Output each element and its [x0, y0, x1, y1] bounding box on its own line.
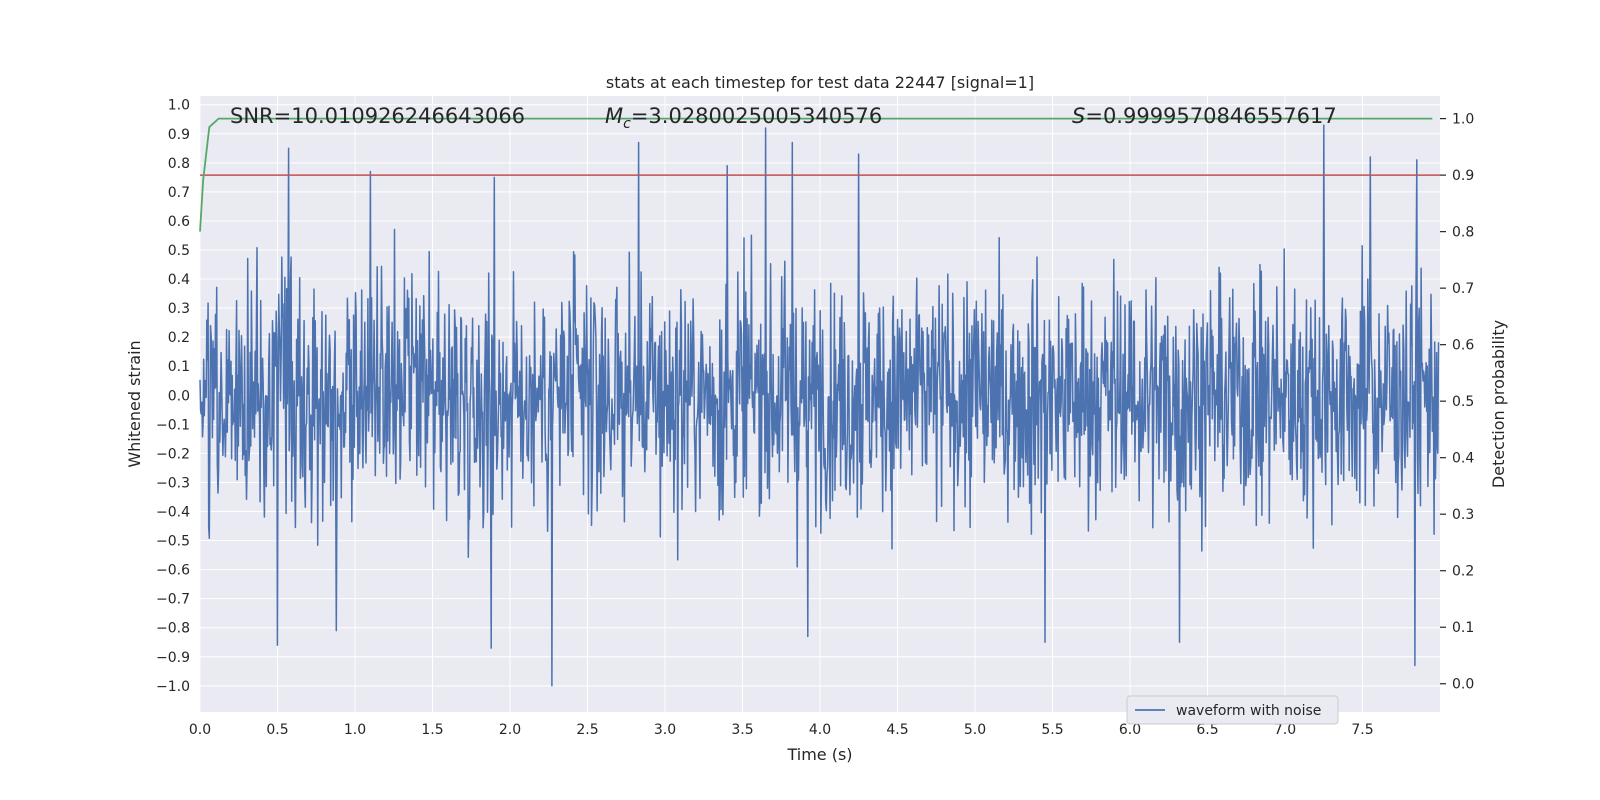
x-tick-label: 5.5	[1041, 722, 1063, 738]
left-tick-label: 0.8	[168, 156, 190, 172]
right-tick-label: 0.6	[1452, 338, 1474, 354]
left-axis-label: Whitened strain	[125, 340, 144, 467]
left-tick-label: 0.5	[168, 243, 190, 259]
x-tick-label: 7.0	[1274, 722, 1296, 738]
chirp-mass-subscript: c	[623, 116, 631, 132]
left-tick-label: −0.9	[156, 650, 190, 666]
left-axis-ticks: −1.0 −0.9 −0.8 −0.7 −0.6 −0.5 −0.4 −0.3 −0.2 −0.1…	[156, 98, 190, 695]
left-tick-label: 0.0	[168, 388, 190, 404]
left-tick-label: −0.4	[156, 505, 190, 521]
right-tick-label: 0.1	[1452, 620, 1474, 636]
snr-annotation: SNR=10.010926246643066	[230, 104, 525, 128]
x-tick-label: 2.5	[576, 722, 598, 738]
score-annotation: S=0.9999570846557617	[1072, 104, 1337, 128]
x-tick-label: 6.5	[1196, 722, 1218, 738]
x-tick-label: 2.0	[499, 722, 521, 738]
x-tick-label: 4.0	[809, 722, 831, 738]
x-axis-ticks: 0.0 0.5 1.0 1.5 2.0 2.5 3.0 3.5 4.0 4.5 5.0 5.5 6.0 6…	[189, 722, 1374, 738]
legend-box	[1126, 695, 1339, 725]
x-tick-label: 5.0	[964, 722, 986, 738]
left-tick-label: 1.0	[168, 98, 190, 114]
left-tick-label: −0.2	[156, 446, 190, 462]
x-tick-label: 6.0	[1119, 722, 1141, 738]
right-tick-label: 0.0	[1452, 677, 1474, 693]
score-symbol: S	[1072, 104, 1085, 128]
left-tick-label: −0.5	[156, 534, 190, 550]
left-tick-label: −0.7	[156, 592, 190, 608]
left-tick-label: −0.6	[156, 563, 190, 579]
chart-title: stats at each timestep for test data 224…	[606, 73, 1034, 92]
legend-entry-label: waveform with noise	[1176, 703, 1321, 719]
left-tick-label: 0.2	[168, 330, 190, 346]
x-tick-label: 1.5	[421, 722, 443, 738]
right-tick-label: 0.7	[1452, 281, 1474, 297]
detection-probability-line	[199, 117, 1433, 232]
x-tick-label: 4.5	[886, 722, 908, 738]
left-tick-label: 0.6	[168, 214, 190, 230]
right-tick-label: 1.0	[1452, 112, 1474, 128]
right-tick-label: 0.8	[1452, 225, 1474, 241]
chirp-mass-annotation: Mc=3.0280025005340576	[605, 104, 882, 132]
chirp-mass-symbol: M	[605, 104, 623, 128]
legend: waveform with noise	[1126, 695, 1339, 725]
right-tick-label: 0.3	[1452, 507, 1474, 523]
left-tick-label: 0.4	[168, 272, 190, 288]
x-tick-label: 0.5	[266, 722, 288, 738]
right-tick-label: 0.4	[1452, 451, 1474, 467]
x-tick-label: 1.0	[344, 722, 366, 738]
left-tick-label: −0.8	[156, 621, 190, 637]
chirp-mass-value: =3.0280025005340576	[631, 104, 882, 128]
waveform-series	[199, 124, 1440, 687]
left-tick-label: −0.3	[156, 475, 190, 491]
x-tick-label: 7.5	[1351, 722, 1373, 738]
x-axis-label: Time (s)	[786, 745, 852, 764]
score-value: =0.9999570846557617	[1085, 104, 1336, 128]
right-axis-ticks: 0.0 0.1 0.2 0.3 0.4 0.5 0.6 0.7 0.8 0.9 1.0	[1440, 112, 1474, 693]
right-tick-label: 0.2	[1452, 564, 1474, 580]
right-tick-label: 0.5	[1452, 394, 1474, 410]
x-tick-label: 3.0	[654, 722, 676, 738]
left-tick-label: 0.3	[168, 301, 190, 317]
right-axis-label: Detection probability	[1489, 320, 1508, 488]
x-tick-label: 3.5	[731, 722, 753, 738]
x-tick-label: 0.0	[189, 722, 211, 738]
left-tick-label: −0.1	[156, 417, 190, 433]
left-tick-label: 0.1	[168, 359, 190, 375]
right-tick-label: 0.9	[1452, 168, 1474, 184]
waveform-with-noise-line	[199, 124, 1440, 687]
left-tick-label: 0.7	[168, 185, 190, 201]
left-tick-label: 0.9	[168, 127, 190, 143]
left-tick-label: −1.0	[156, 679, 190, 695]
